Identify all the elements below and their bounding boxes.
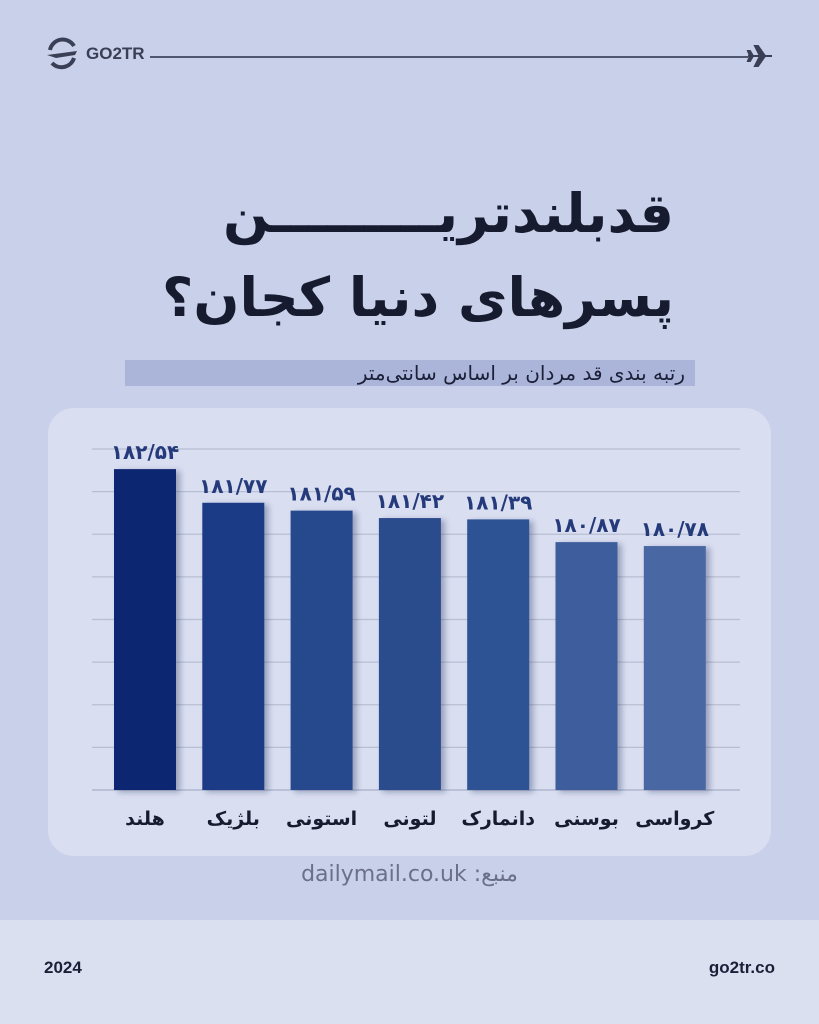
category-label: بوسنی [554,808,619,830]
brand-name: GO2TR [86,44,145,63]
data-label: ۱۸۰/۷۸ [641,517,709,541]
year: 2024 [44,958,82,977]
divider-line [150,56,748,58]
bar [643,546,706,790]
title-line-2: پسرهای دنیا کجان؟ [162,266,674,329]
footer [0,920,819,1024]
category-label: دانمارک [461,808,535,830]
category-label: لتونی [383,808,436,830]
bar-chart: ۱۸۲/۵۴ هلند ۱۸۱/۷۷ بلژیک ۱۸۱/۵۹ استونی ۱۸۱/۴۲ ل… [92,440,740,830]
bar [555,542,618,790]
data-label: ۱۸۰/۸۷ [552,513,620,537]
category-label: استونی [286,808,357,830]
bar [378,518,441,790]
data-label: ۱۸۱/۵۹ [287,482,355,506]
data-label: ۱۸۱/۳۹ [464,490,532,514]
airplane-icon [746,45,772,67]
subtitle-text: رتبه بندی قد مردان بر اساس سانتی‌متر [357,361,685,385]
plane-globe-icon [47,37,77,70]
bar [114,469,176,790]
brand-logo: GO2TR [44,36,145,72]
data-label: ۱۸۱/۴۲ [376,489,444,513]
website: go2tr.co [708,958,775,977]
category-label: هلند [125,808,165,830]
category-label: کرواسی [635,808,715,830]
data-label: ۱۸۱/۷۷ [199,474,267,498]
category-label: بلژیک [207,808,260,830]
bar [290,510,353,790]
title-line-1: قدبلندتریـــــــــن [223,182,674,245]
source-text: منبع: dailymail.co.uk [301,862,518,887]
bar [467,519,530,790]
subtitle: رتبه بندی قد مردان بر اساس سانتی‌متر [125,360,695,386]
data-label: ۱۸۲/۵۴ [111,440,179,464]
bar [202,502,265,790]
